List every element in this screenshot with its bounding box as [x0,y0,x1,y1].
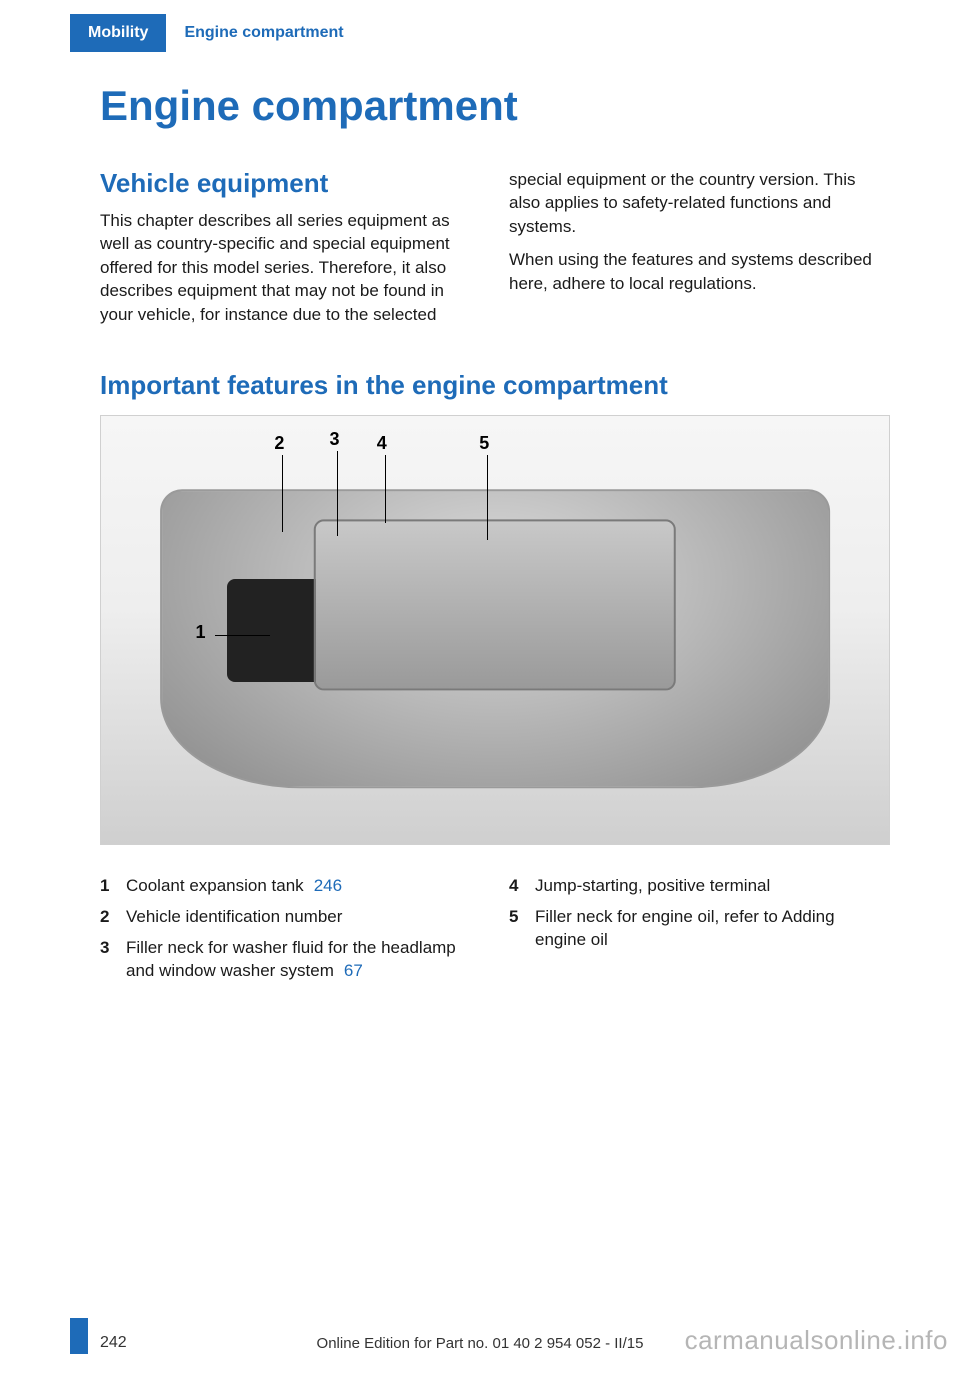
callout-1-line [215,635,270,636]
legend-text-5: Filler neck for engine oil, refer to Add… [535,906,890,952]
callout-4-line [385,455,386,523]
page-title: Engine compartment [100,82,890,130]
footer-accent-stripe [70,1318,88,1354]
legend-num-4: 4 [509,875,535,898]
callout-2-line [282,455,283,532]
breadcrumb-mobility: Mobility [70,14,166,52]
page-ref-246[interactable]: 246 [314,876,342,895]
page-number: 242 [100,1334,127,1352]
legend-item-2: 2 Vehicle identification number [100,906,481,929]
engine-diagram: 1 2 3 4 5 [100,415,890,845]
important-features-heading: Important features in the engine compart… [100,370,890,401]
page-ref-67[interactable]: 67 [344,961,363,980]
legend-item-5: 5 Filler neck for engine oil, refer to A… [509,906,890,952]
intro-text-right-1: special equipment or the country version… [509,168,890,238]
intro-columns: Vehicle equipment This chapter describes… [100,168,890,326]
vehicle-equipment-heading: Vehicle equipment [100,168,481,199]
legend-num-2: 2 [100,906,126,929]
intro-text-right-2: When using the features and systems desc… [509,248,890,295]
legend-num-5: 5 [509,906,535,952]
intro-text-left: This chapter describes all series equipm… [100,209,481,326]
callout-2: 2 [274,433,284,454]
callout-4: 4 [377,433,387,454]
legend-text-1: Coolant expansion tank246 [126,875,342,898]
legend-text-4: Jump-starting, positive terminal [535,875,770,898]
engine-block-shape [314,519,676,690]
legend-item-4: 4 Jump-starting, positive terminal [509,875,890,898]
legend-left-col: 1 Coolant expansion tank246 2 Vehicle id… [100,875,481,991]
callout-5-line [487,455,488,541]
legend-right-col: 4 Jump-starting, positive terminal 5 Fil… [509,875,890,991]
intro-col-left: Vehicle equipment This chapter describes… [100,168,481,326]
legend-num-3: 3 [100,937,126,983]
legend-num-1: 1 [100,875,126,898]
legend-text-3: Filler neck for washer fluid for the hea… [126,937,481,983]
callout-5: 5 [479,433,489,454]
breadcrumb-engine-compartment: Engine compartment [166,14,361,52]
page-content: Engine compartment Vehicle equipment Thi… [0,52,960,991]
diagram-legend: 1 Coolant expansion tank246 2 Vehicle id… [100,875,890,991]
callout-3: 3 [330,429,340,450]
legend-item-1: 1 Coolant expansion tank246 [100,875,481,898]
watermark-text: carmanualsonline.info [685,1325,948,1356]
callout-1: 1 [196,622,206,643]
header-breadcrumb: Mobility Engine compartment [70,14,960,52]
legend-text-2: Vehicle identification number [126,906,342,929]
callout-3-line [337,451,338,537]
intro-col-right: special equipment or the country version… [509,168,890,326]
legend-item-3: 3 Filler neck for washer fluid for the h… [100,937,481,983]
